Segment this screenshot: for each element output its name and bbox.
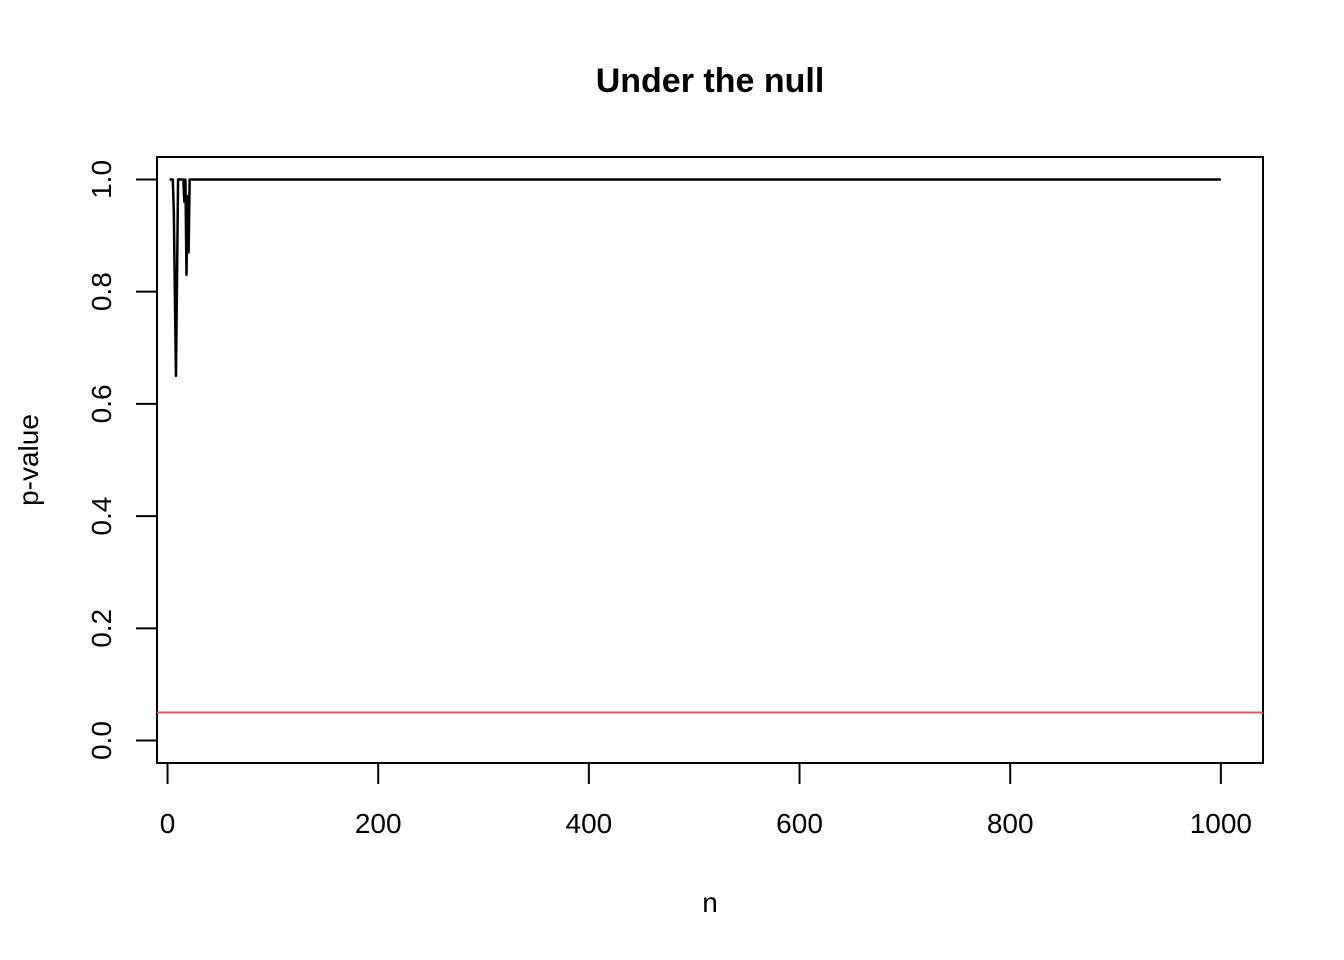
x-tick-label: 800 [987,808,1034,839]
y-tick-label: 0.2 [86,609,117,648]
x-axis: 0 200 400 600 800 1000 [160,762,1252,839]
x-tick-label: 200 [355,808,402,839]
y-tick-label: 0.4 [86,497,117,536]
x-tick-label: 1000 [1190,808,1252,839]
y-tick-label: 0.6 [86,384,117,423]
plot-frame [156,156,1264,764]
chart-title: Under the null [596,62,825,100]
x-axis-label: n [702,887,718,918]
series-line [169,178,1221,378]
x-tick-label: 0 [160,808,176,839]
y-axis: 0.0 0.2 0.4 0.6 0.8 1.0 [86,160,158,760]
x-tick-label: 600 [776,808,823,839]
y-tick-label: 0.8 [86,272,117,311]
series-layer [169,178,1221,378]
y-axis-label: p-value [13,414,44,506]
y-tick-label: 0.0 [86,721,117,760]
x-tick-label: 400 [566,808,613,839]
y-tick-label: 1.0 [86,160,117,199]
